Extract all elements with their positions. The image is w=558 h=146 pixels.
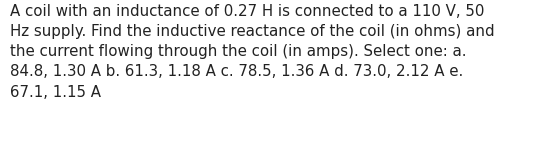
Text: A coil with an inductance of 0.27 H is connected to a 110 V, 50
Hz supply. Find : A coil with an inductance of 0.27 H is c… <box>10 4 495 100</box>
